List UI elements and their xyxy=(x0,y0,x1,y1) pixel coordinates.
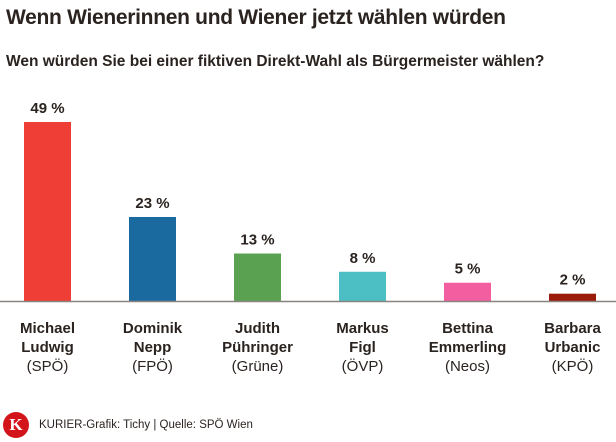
category-label: Dominik xyxy=(123,320,183,337)
category-label: Michael xyxy=(20,320,75,337)
value-label: 49 % xyxy=(30,100,64,117)
value-label: 13 % xyxy=(240,232,274,249)
bar-2 xyxy=(234,253,281,301)
category-label: Ludwig xyxy=(21,339,74,356)
category-label: Urbanic xyxy=(545,339,601,356)
source-credit: KURIER-Grafik: Tichy | Quelle: SPÖ Wien xyxy=(39,419,253,431)
value-label: 8 % xyxy=(350,250,376,267)
bar-3 xyxy=(339,271,386,301)
party-label: (ÖVP) xyxy=(342,357,384,375)
bar-4 xyxy=(444,282,491,301)
bar-0 xyxy=(24,122,71,301)
party-label: (SPÖ) xyxy=(27,357,69,375)
kurier-logo: K xyxy=(3,412,29,438)
chart-subtitle: Wen würden Sie bei einer fiktiven Direkt… xyxy=(6,53,545,70)
value-label: 2 % xyxy=(560,272,586,289)
category-label: Pühringer xyxy=(222,339,293,356)
bar-5 xyxy=(549,293,596,301)
category-label: Nepp xyxy=(134,339,172,356)
category-label: Bettina xyxy=(442,320,493,337)
category-label: Judith xyxy=(235,320,280,337)
category-label: Markus xyxy=(336,320,389,337)
category-label: Figl xyxy=(349,339,376,356)
value-label: 23 % xyxy=(135,195,169,212)
chart-title: Wenn Wienerinnen und Wiener jetzt wählen… xyxy=(6,6,506,29)
party-label: (FPÖ) xyxy=(132,357,173,375)
footer: K KURIER-Grafik: Tichy | Quelle: SPÖ Wie… xyxy=(3,412,253,438)
party-label: (Grüne) xyxy=(232,358,284,375)
party-label: (Neos) xyxy=(445,358,490,375)
party-label: (KPÖ) xyxy=(552,357,594,375)
category-label: Barbara xyxy=(544,320,601,337)
category-label: Emmerling xyxy=(429,339,507,356)
value-label: 5 % xyxy=(455,261,481,278)
bar-1 xyxy=(129,216,176,301)
